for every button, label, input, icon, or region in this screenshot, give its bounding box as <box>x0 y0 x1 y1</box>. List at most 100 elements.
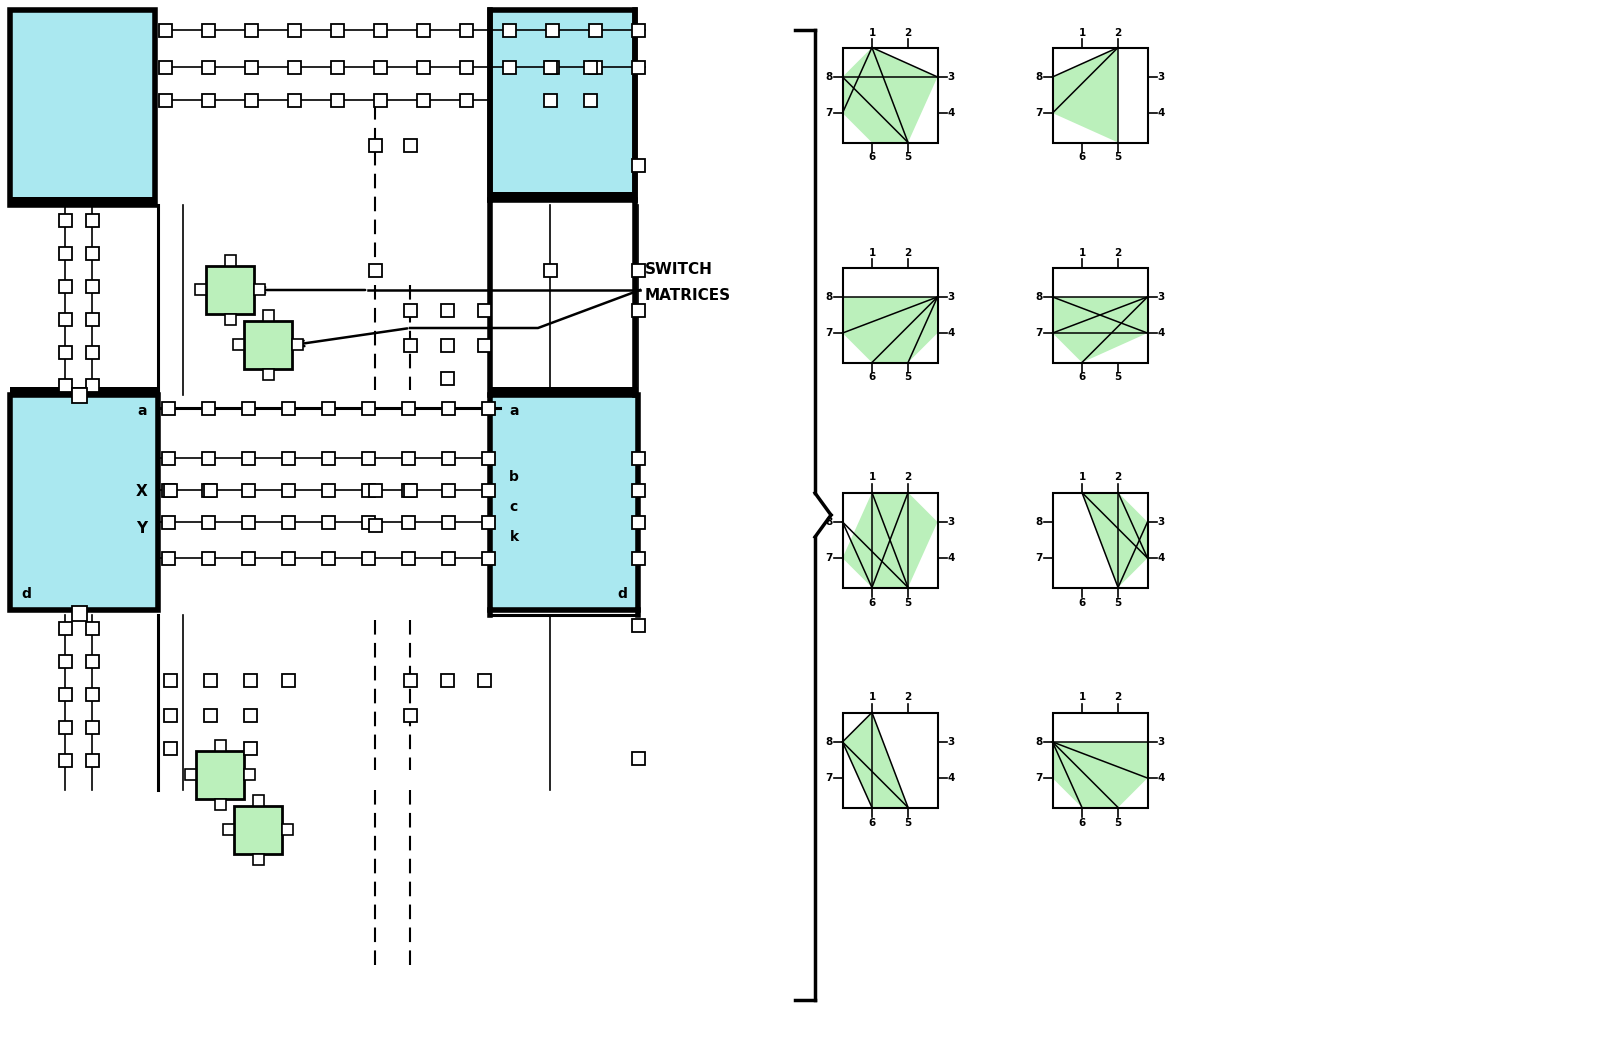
Text: 1: 1 <box>1078 693 1085 702</box>
Bar <box>546 23 558 36</box>
Bar <box>362 552 374 564</box>
Text: 5: 5 <box>1115 597 1122 608</box>
Text: 7: 7 <box>1035 108 1043 118</box>
Text: 5: 5 <box>1115 373 1122 382</box>
Bar <box>589 60 602 73</box>
Text: 2: 2 <box>904 28 912 37</box>
Bar <box>163 674 176 686</box>
Text: 2: 2 <box>1115 472 1122 483</box>
Text: a: a <box>138 403 147 418</box>
Bar <box>288 60 301 73</box>
Bar <box>72 388 86 402</box>
Bar <box>584 93 597 107</box>
Bar <box>282 516 294 528</box>
Bar <box>202 401 214 414</box>
Bar <box>242 552 254 564</box>
Bar <box>544 93 557 107</box>
Bar <box>403 304 416 317</box>
Text: 3: 3 <box>947 72 955 82</box>
Text: X: X <box>136 484 147 499</box>
Polygon shape <box>1053 297 1147 362</box>
Bar <box>442 401 454 414</box>
Bar <box>85 720 99 734</box>
Bar <box>163 741 176 754</box>
Bar <box>403 139 416 151</box>
Bar <box>282 552 294 564</box>
Text: 7: 7 <box>1035 553 1043 563</box>
Text: 7: 7 <box>826 773 832 783</box>
Bar <box>72 606 86 621</box>
Bar <box>59 687 72 700</box>
Text: 2: 2 <box>1115 248 1122 257</box>
Bar <box>362 516 374 528</box>
Bar <box>243 708 256 721</box>
Bar <box>59 654 72 667</box>
Bar <box>226 315 237 325</box>
Bar <box>262 369 274 380</box>
Bar <box>10 387 158 395</box>
Bar <box>291 339 302 351</box>
Bar <box>59 378 72 392</box>
Text: 1: 1 <box>869 248 875 257</box>
Text: 6: 6 <box>869 152 875 162</box>
Bar <box>158 93 171 107</box>
Polygon shape <box>843 492 938 588</box>
Text: 5: 5 <box>1115 818 1122 827</box>
Text: c: c <box>510 500 518 514</box>
Text: 1: 1 <box>869 693 875 702</box>
Text: 7: 7 <box>1035 328 1043 338</box>
Bar <box>1053 268 1147 362</box>
Polygon shape <box>1082 492 1147 588</box>
Bar <box>253 795 264 806</box>
Bar <box>162 484 174 497</box>
Bar <box>490 10 635 200</box>
Text: 8: 8 <box>1035 517 1043 527</box>
Bar <box>59 312 72 325</box>
Bar <box>288 23 301 36</box>
Bar <box>544 60 557 73</box>
Bar <box>59 247 72 259</box>
Text: 8: 8 <box>826 72 832 82</box>
Bar <box>214 740 226 751</box>
Bar <box>59 622 72 634</box>
Bar <box>242 401 254 414</box>
Bar <box>482 516 494 528</box>
Bar <box>843 713 938 808</box>
Text: b: b <box>509 470 518 484</box>
Bar <box>459 23 472 36</box>
Text: 2: 2 <box>1115 28 1122 37</box>
Text: 6: 6 <box>869 597 875 608</box>
Bar <box>222 824 234 834</box>
Bar <box>245 93 258 107</box>
Bar <box>322 552 334 564</box>
Text: 5: 5 <box>904 152 912 162</box>
Bar <box>490 395 638 610</box>
Bar <box>162 401 174 414</box>
Bar <box>158 60 171 73</box>
Bar <box>242 451 254 465</box>
Bar <box>10 395 158 610</box>
Bar <box>242 484 254 497</box>
Bar <box>1053 713 1147 808</box>
Bar <box>202 484 214 497</box>
Text: 3: 3 <box>947 737 955 747</box>
Text: 8: 8 <box>826 737 832 747</box>
Bar <box>85 378 99 392</box>
Bar <box>477 304 491 317</box>
Bar <box>368 519 381 532</box>
Bar <box>502 23 515 36</box>
Bar <box>416 23 429 36</box>
Bar <box>322 451 334 465</box>
Bar <box>546 60 558 73</box>
Bar <box>234 806 282 854</box>
Text: 3: 3 <box>947 292 955 302</box>
Bar <box>234 339 243 351</box>
Text: 5: 5 <box>904 818 912 827</box>
Bar <box>322 484 334 497</box>
Text: 4: 4 <box>1157 328 1165 338</box>
Bar <box>416 60 429 73</box>
Bar <box>226 255 237 266</box>
Text: 3: 3 <box>1157 72 1165 82</box>
Text: 1: 1 <box>869 28 875 37</box>
Text: a: a <box>509 403 518 418</box>
